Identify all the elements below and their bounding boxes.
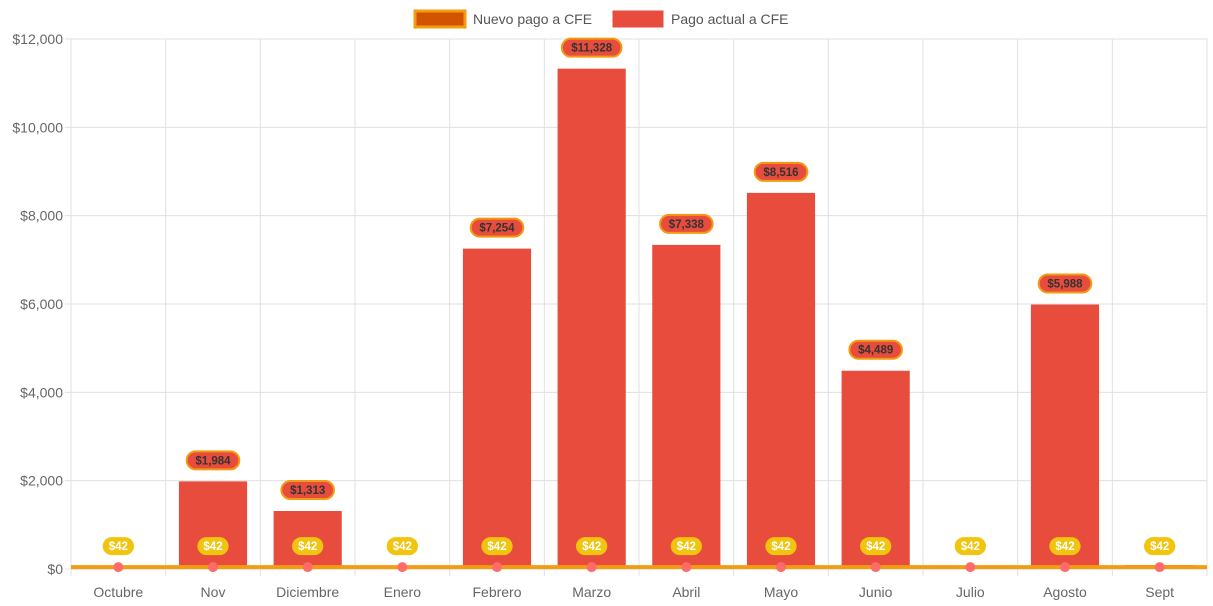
bar[interactable] (462, 248, 532, 570)
x-tick-label: Octubre (93, 584, 143, 600)
legend-swatch-pago-actual (612, 10, 664, 28)
line-label-text: $42 (866, 541, 885, 553)
line-label: $42 (386, 537, 418, 556)
y-tick-label: $10,000 (12, 119, 63, 135)
y-tick-label: $6,000 (20, 296, 63, 312)
y-tick-label: $4,000 (20, 384, 63, 400)
x-tick-label: Diciembre (276, 584, 339, 600)
bar-label-text: $4,489 (858, 345, 893, 357)
x-tick-label: Febrero (472, 584, 521, 600)
bar-label-text: $7,254 (479, 223, 515, 235)
bar[interactable] (557, 68, 626, 570)
grid (65, 38, 1208, 576)
line-label-text: $42 (961, 541, 980, 553)
line-series (71, 562, 1207, 573)
line-label: $42 (197, 537, 229, 556)
y-tick-label: $12,000 (12, 31, 63, 47)
line-point[interactable] (1060, 562, 1070, 573)
legend-swatch-nuevo-pago (413, 9, 467, 29)
y-axis: $0 $2,000 $4,000 $6,000 $8,000 $10,000 $12,000 (12, 31, 63, 577)
bar-label-text: $8,516 (763, 167, 798, 179)
bar-series (84, 68, 1194, 570)
line-point[interactable] (208, 562, 218, 573)
line-point[interactable] (397, 562, 408, 573)
bar-label-text: $1,984 (195, 455, 231, 467)
legend-label-pago-actual: Pago actual a CFE (671, 11, 789, 27)
x-tick-label: Sept (1145, 584, 1174, 600)
bar-label-text: $5,988 (1047, 279, 1083, 291)
line-label-text: $42 (582, 541, 601, 553)
line-point[interactable] (776, 562, 786, 573)
line-label-text: $42 (393, 541, 412, 553)
bar-data-labels: $1,984 $1,313 $7,254 $11,328 $7,338 $8,516 $4,… (185, 37, 1093, 501)
line-label: $42 (292, 537, 324, 556)
bar-label: $5,988 (1037, 273, 1093, 294)
bar[interactable] (178, 481, 248, 569)
line-label-text: $42 (487, 541, 506, 553)
bar-label: $1,313 (280, 480, 335, 501)
line-label-text: $42 (1150, 541, 1169, 553)
x-tick-label: Marzo (572, 584, 611, 600)
bar-label: $8,516 (753, 161, 809, 182)
line-label-text: $42 (109, 541, 128, 553)
line-point[interactable] (492, 562, 502, 573)
legend-item-pago-actual[interactable]: Pago actual a CFE (612, 10, 789, 28)
line-label-text: $42 (771, 541, 790, 553)
line-point[interactable] (113, 562, 124, 573)
line-label: $42 (102, 537, 134, 556)
bar-label: $7,338 (659, 213, 714, 234)
legend-item-nuevo-pago[interactable]: Nuevo pago a CFE (413, 9, 592, 29)
line-point[interactable] (681, 562, 692, 573)
line-label: $42 (860, 537, 892, 556)
y-tick-label: $2,000 (20, 473, 63, 489)
bar-label: $7,254 (469, 217, 525, 238)
x-tick-label: Enero (384, 584, 422, 600)
line-label-text: $42 (677, 541, 696, 553)
bar-label: $1,984 (185, 450, 241, 471)
bar-label-text: $1,313 (290, 485, 325, 497)
line-data-labels: $42 $42 $42 $42 $42 $42 $42 $42 $42 $42 $42 $42 (102, 537, 1176, 556)
line-point[interactable] (302, 562, 313, 573)
x-tick-label: Julio (956, 584, 985, 600)
line-label: $42 (954, 537, 986, 556)
bar[interactable] (746, 192, 816, 570)
x-tick-label: Mayo (764, 584, 798, 600)
line-label: $42 (765, 537, 797, 556)
line-label-text: $42 (1055, 541, 1074, 553)
line-label: $42 (670, 537, 702, 556)
line-label: $42 (1144, 537, 1176, 556)
line-label-text: $42 (298, 541, 317, 553)
legend[interactable]: Nuevo pago a CFE Pago actual a CFE (413, 9, 789, 29)
bar-label: $11,328 (560, 37, 623, 58)
x-tick-label: Nov (201, 584, 226, 600)
y-tick-label: $8,000 (20, 208, 63, 224)
line-point[interactable] (870, 562, 881, 573)
bar-label-text: $7,338 (669, 219, 705, 231)
bar-label-text: $11,328 (571, 43, 613, 55)
line-point[interactable] (1154, 562, 1165, 573)
line-point[interactable] (965, 562, 976, 573)
line-point[interactable] (586, 562, 597, 573)
line-label: $42 (481, 537, 513, 556)
x-tick-label: Junio (859, 584, 893, 600)
line-label: $42 (576, 537, 608, 556)
x-tick-label: Abril (672, 584, 700, 600)
bar[interactable] (841, 370, 910, 569)
x-tick-label: Agosto (1043, 584, 1087, 600)
x-axis: Octubre Nov Diciembre Enero Febrero Marzo Abri… (93, 584, 1174, 600)
legend-label-nuevo-pago: Nuevo pago a CFE (473, 11, 592, 27)
bar[interactable] (1030, 304, 1100, 569)
line-label-text: $42 (203, 541, 222, 553)
line-label: $42 (1049, 537, 1081, 556)
y-tick-label: $0 (47, 561, 63, 577)
bar[interactable] (652, 244, 721, 569)
bar-label: $4,489 (848, 339, 903, 360)
